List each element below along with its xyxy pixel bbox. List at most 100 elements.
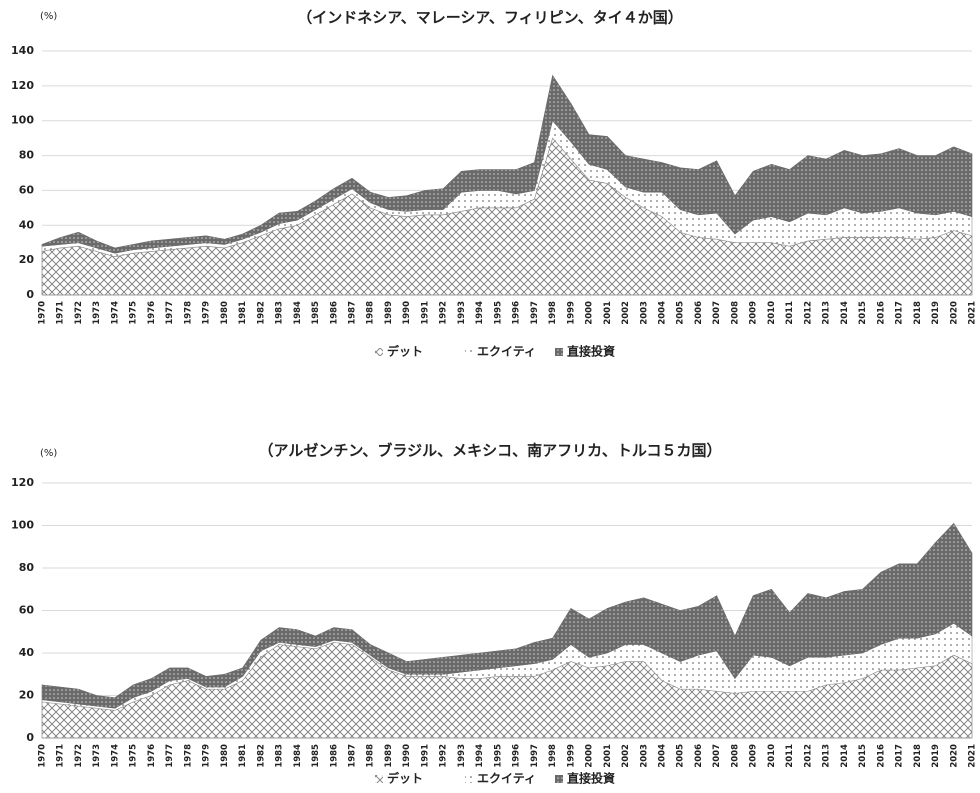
x-tick-label: 2001 xyxy=(603,301,613,325)
x-tick-label: 1985 xyxy=(311,301,321,325)
x-tick-label: 1996 xyxy=(512,744,522,768)
x-tick-label: 2011 xyxy=(785,744,795,768)
y-tick-label: 100 xyxy=(11,114,34,127)
x-tick-label: 2009 xyxy=(749,744,759,768)
x-tick-label: 1989 xyxy=(384,744,394,768)
x-tick-label: 1993 xyxy=(457,744,467,768)
y-axis-label: (%) xyxy=(40,448,57,459)
y-tick-label: 80 xyxy=(19,561,35,574)
x-tick-label: 1984 xyxy=(293,301,303,325)
x-tick-label: 2018 xyxy=(913,301,923,325)
x-tick-label: 1982 xyxy=(256,744,266,768)
x-tick-label: 2019 xyxy=(931,301,941,325)
x-tick-label: 2010 xyxy=(767,744,777,768)
x-tick-label: 1998 xyxy=(548,744,558,768)
x-tick-label: 1979 xyxy=(202,301,212,325)
x-tick-label: 2014 xyxy=(840,301,850,325)
x-tick-label: 2012 xyxy=(803,744,813,768)
x-tick-label: 1996 xyxy=(512,301,522,325)
legend-swatch xyxy=(555,348,563,356)
x-tick-label: 1973 xyxy=(92,744,102,768)
x-tick-label: 1977 xyxy=(165,744,175,768)
x-tick-label: 1971 xyxy=(56,744,66,768)
x-tick-label: 1984 xyxy=(293,744,303,768)
y-tick-label: 0 xyxy=(26,288,34,301)
x-tick-label: 2002 xyxy=(621,744,631,768)
y-axis-label: (%) xyxy=(40,11,57,22)
x-tick-label: 1987 xyxy=(348,301,358,325)
x-tick-label: 1992 xyxy=(439,301,449,325)
y-tick-label: 40 xyxy=(19,646,35,659)
x-tick-label: 1997 xyxy=(530,301,540,325)
y-tick-label: 120 xyxy=(11,476,34,489)
x-tick-label: 2011 xyxy=(785,301,795,325)
x-tick-label: 1978 xyxy=(183,301,193,325)
x-tick-label: 2021 xyxy=(968,301,978,325)
y-tick-label: 0 xyxy=(26,731,34,744)
x-tick-label: 2021 xyxy=(968,744,978,768)
legend-label: 直接投資 xyxy=(567,771,615,786)
x-tick-label: 1999 xyxy=(566,301,576,325)
x-tick-label: 1980 xyxy=(220,301,230,325)
x-tick-label: 1972 xyxy=(74,744,84,768)
x-tick-label: 1976 xyxy=(147,744,157,768)
x-tick-label: 2004 xyxy=(658,744,668,768)
x-tick-label: 2003 xyxy=(639,301,649,325)
y-tick-label: 60 xyxy=(19,604,35,617)
x-tick-label: 2007 xyxy=(712,744,722,768)
x-tick-label: 1981 xyxy=(238,301,248,325)
x-tick-label: 1988 xyxy=(366,301,376,325)
x-tick-label: 2000 xyxy=(585,744,595,768)
x-tick-label: 2017 xyxy=(895,301,905,325)
x-tick-label: 1991 xyxy=(420,744,430,768)
legend-label: エクイティ xyxy=(477,772,536,786)
x-tick-label: 2015 xyxy=(858,744,868,768)
x-tick-label: 1999 xyxy=(566,744,576,768)
x-tick-label: 2019 xyxy=(931,744,941,768)
x-tick-label: 1986 xyxy=(329,744,339,768)
x-tick-label: 1987 xyxy=(348,744,358,768)
x-tick-label: 2002 xyxy=(621,301,631,325)
x-tick-label: 2013 xyxy=(822,301,832,325)
x-tick-label: 1998 xyxy=(548,301,558,325)
x-tick-label: 1974 xyxy=(110,301,120,325)
y-tick-label: 100 xyxy=(11,519,34,532)
y-tick-label: 20 xyxy=(19,253,35,266)
x-tick-label: 1986 xyxy=(329,301,339,325)
x-tick-label: 1989 xyxy=(384,301,394,325)
x-tick-label: 2007 xyxy=(712,301,722,325)
x-tick-label: 1972 xyxy=(74,301,84,325)
x-tick-label: 2015 xyxy=(858,301,868,325)
x-tick-label: 1980 xyxy=(220,744,230,768)
x-tick-label: 2001 xyxy=(603,744,613,768)
x-tick-label: 2003 xyxy=(639,744,649,768)
x-tick-label: 1988 xyxy=(366,744,376,768)
legend-label: デット xyxy=(387,771,423,786)
legend-label: 直接投資 xyxy=(567,344,615,359)
x-tick-label: 2006 xyxy=(694,301,704,325)
x-tick-label: 1979 xyxy=(202,744,212,768)
x-tick-label: 1995 xyxy=(493,301,503,325)
x-tick-label: 2005 xyxy=(676,744,686,768)
x-tick-label: 1990 xyxy=(402,744,412,768)
legend-swatch xyxy=(555,775,563,783)
x-tick-label: 2012 xyxy=(803,301,813,325)
legend-swatch xyxy=(375,348,383,356)
x-tick-label: 2005 xyxy=(676,301,686,325)
x-tick-label: 2008 xyxy=(730,744,740,768)
x-tick-label: 2016 xyxy=(876,301,886,325)
x-tick-label: 2018 xyxy=(913,744,923,768)
legend-label: デット xyxy=(387,344,423,359)
x-tick-label: 1975 xyxy=(129,301,139,325)
x-tick-label: 1993 xyxy=(457,301,467,325)
x-tick-label: 2010 xyxy=(767,301,777,325)
x-tick-label: 2000 xyxy=(585,301,595,325)
legend-swatch xyxy=(375,775,383,783)
x-tick-label: 2014 xyxy=(840,744,850,768)
x-tick-label: 1976 xyxy=(147,301,157,325)
x-tick-label: 2013 xyxy=(822,744,832,768)
x-tick-label: 1974 xyxy=(110,744,120,768)
x-tick-label: 2017 xyxy=(895,744,905,768)
x-tick-label: 1971 xyxy=(56,301,66,325)
